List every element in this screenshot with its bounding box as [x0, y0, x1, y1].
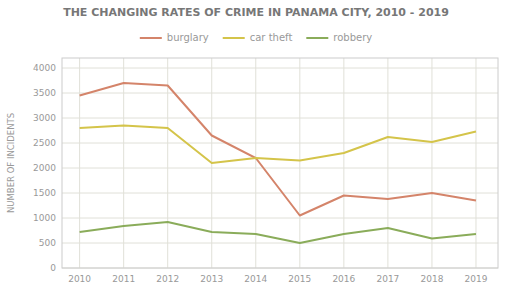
tick-label: 2017 [376, 274, 399, 284]
tick-label: 2014 [244, 274, 267, 284]
tick-label: 0 [50, 263, 56, 273]
axis-label: NUMBER OF INCIDENTS [6, 113, 16, 213]
legend-swatch [306, 37, 328, 39]
grid-line [123, 58, 124, 268]
legend-label: robbery [333, 32, 372, 43]
tick-label: 2016 [332, 274, 355, 284]
grid-line [62, 118, 498, 119]
series-line [80, 126, 476, 164]
legend-item: burglary [140, 32, 209, 43]
tick-label: 2015 [288, 274, 311, 284]
grid-line [299, 58, 300, 268]
grid-line [167, 58, 168, 268]
legend-item: car theft [223, 32, 293, 43]
grid-line [79, 58, 80, 268]
legend-swatch [223, 37, 245, 39]
tick-label: 2000 [33, 163, 56, 173]
tick-label: 500 [39, 238, 56, 248]
legend-label: car theft [250, 32, 293, 43]
tick-label: 2019 [465, 274, 488, 284]
tick-label: 1000 [33, 213, 56, 223]
legend-item: robbery [306, 32, 372, 43]
legend-swatch [140, 37, 162, 39]
tick-label: 2012 [156, 274, 179, 284]
grid-line [62, 68, 498, 69]
tick-label: 2018 [420, 274, 443, 284]
grid-line [387, 58, 388, 268]
tick-label: 2010 [68, 274, 91, 284]
grid-line [255, 58, 256, 268]
title: THE CHANGING RATES OF CRIME IN PANAMA CI… [63, 6, 449, 19]
tick-label: 3500 [33, 88, 56, 98]
plot-frame [62, 58, 498, 268]
tick-label: 1500 [33, 188, 56, 198]
tick-label: 2013 [200, 274, 223, 284]
tick-label: 4000 [33, 63, 56, 73]
legend: burglary car theft robbery [140, 32, 372, 43]
tick-label: 2011 [112, 274, 135, 284]
grid-line [62, 93, 498, 94]
grid-line [62, 218, 498, 219]
legend-label: burglary [167, 32, 209, 43]
grid-line [62, 168, 498, 169]
grid-line [343, 58, 344, 268]
tick-label: 3000 [33, 113, 56, 123]
series-line [80, 222, 476, 243]
grid-line [431, 58, 432, 268]
grid-line [475, 58, 476, 268]
grid-line [62, 243, 498, 244]
tick-label: 2500 [33, 138, 56, 148]
series-line [80, 83, 476, 216]
